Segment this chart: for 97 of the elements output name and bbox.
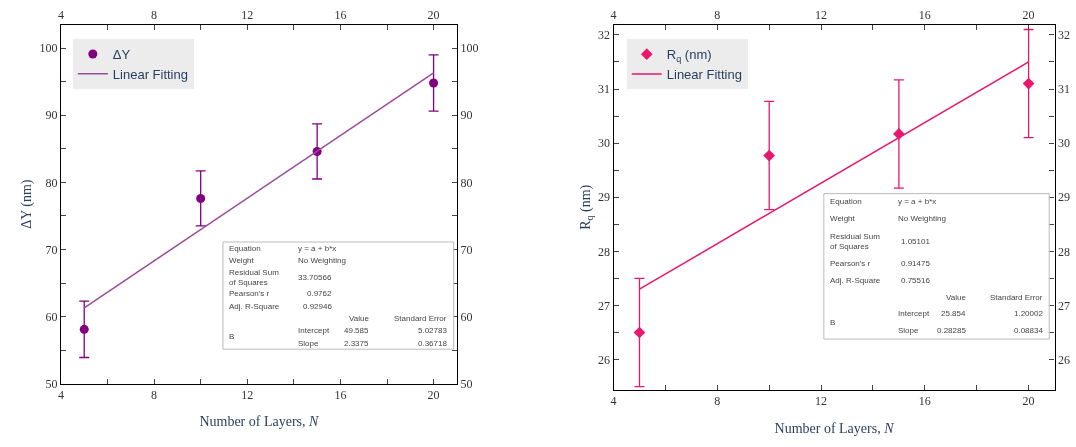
- y2-tick-label: 90: [460, 108, 473, 123]
- y-axis-title: ΔY (nm): [19, 179, 36, 229]
- y-tick-label: 100: [39, 41, 58, 56]
- x2-tick-label: 20: [427, 388, 440, 403]
- annotation: 5.02783: [418, 326, 448, 335]
- annotation: Equation: [229, 244, 261, 253]
- annotation: Intercept: [898, 309, 930, 318]
- x-tick-label: 4: [610, 7, 617, 22]
- y2-tick-label: 27: [1058, 298, 1071, 313]
- y2-tick-label: 29: [1058, 190, 1071, 205]
- annotation: Slope: [298, 339, 320, 348]
- annotation: Adj. R-Square: [830, 276, 881, 285]
- annotation: No Weighting: [898, 214, 946, 223]
- y-tick-label: 90: [45, 108, 58, 123]
- point: [79, 324, 89, 334]
- point: [429, 78, 439, 88]
- annotation: Residual Sum of Squares: [229, 268, 280, 288]
- x-tick-label: 16: [334, 7, 347, 22]
- x2-tick-label: 12: [815, 394, 828, 409]
- y-tick-label: 27: [598, 298, 611, 313]
- y2-tick-label: 60: [460, 309, 473, 324]
- annotation: 0.08834: [1014, 326, 1044, 335]
- annotation: Standard Error: [990, 293, 1043, 302]
- y-tick-label: 28: [598, 244, 611, 259]
- annotation: Weight: [830, 214, 856, 223]
- x2-tick-label: 16: [334, 388, 347, 403]
- y-tick-label: 31: [598, 82, 611, 97]
- y-tick-label: 50: [45, 376, 58, 391]
- annotation: Pearson's r: [830, 259, 871, 268]
- point: [1022, 77, 1035, 90]
- x-tick-label: 20: [1022, 7, 1035, 22]
- annotation: Weight: [229, 256, 255, 265]
- annotation: Value: [349, 314, 370, 323]
- x-tick-label: 16: [918, 7, 931, 22]
- point: [633, 326, 646, 339]
- legend-label: Linear Fitting: [666, 67, 742, 83]
- annotation: 1.20002: [1014, 309, 1044, 318]
- y-tick-label: 26: [598, 352, 611, 367]
- annotation: 0.91475: [901, 259, 931, 268]
- annotation: Residual Sum of Squares: [830, 232, 881, 252]
- legend-label: ΔY: [112, 47, 131, 63]
- annotation: 1.05101: [901, 237, 931, 246]
- x2-tick-label: 20: [1022, 394, 1035, 409]
- y2-tick-label: 32: [1058, 28, 1071, 43]
- y-tick-label: 32: [598, 28, 611, 43]
- annotation: B: [229, 332, 235, 341]
- y2-tick-label: 31: [1058, 82, 1071, 97]
- y2-tick-label: 100: [460, 41, 479, 56]
- annotation: 33.70566: [298, 273, 332, 282]
- annotation: Slope: [898, 326, 920, 335]
- y2-tick-label: 30: [1058, 136, 1071, 151]
- y2-tick-label: 50: [460, 376, 473, 391]
- legend-label: R$_{q}$ (nm): [666, 47, 712, 64]
- x2-tick-label: 4: [610, 394, 617, 409]
- annotation: 0.75516: [901, 276, 931, 285]
- x-tick-label: 8: [714, 7, 721, 22]
- x2-tick-label: 4: [57, 388, 64, 403]
- x2-tick-label: 8: [714, 394, 721, 409]
- annotation: B: [830, 318, 836, 327]
- annotation: 0.92946: [303, 302, 333, 311]
- x-tick-label: 20: [427, 7, 440, 22]
- annotation: 2.3375: [344, 339, 370, 348]
- x-axis-title: Number of Layers, N: [199, 414, 320, 430]
- y-tick-label: 70: [45, 242, 58, 257]
- legend-label: Linear Fitting: [112, 66, 188, 82]
- annotation: Value: [946, 293, 967, 302]
- y2-tick-label: 80: [460, 175, 473, 190]
- annotation: No Weighting: [298, 256, 346, 265]
- annotation: 0.36718: [418, 339, 448, 348]
- y2-tick-label: 26: [1058, 352, 1071, 367]
- point: [196, 193, 206, 203]
- annotation: 0.28285: [937, 326, 967, 335]
- y2-tick-label: 28: [1058, 244, 1071, 259]
- annotation: 0.9762: [307, 289, 333, 298]
- y-tick-label: 60: [45, 309, 58, 324]
- x2-tick-label: 16: [918, 394, 931, 409]
- y2-tick-label: 70: [460, 242, 473, 257]
- x2-tick-label: 12: [241, 388, 254, 403]
- y-tick-label: 29: [598, 190, 611, 205]
- x-tick-label: 4: [57, 7, 64, 22]
- x2-tick-label: 8: [151, 388, 158, 403]
- y-tick-label: 80: [45, 175, 58, 190]
- annotation: Equation: [830, 197, 862, 206]
- x-tick-label: 12: [241, 7, 254, 22]
- x-axis-title: Number of Layers, N: [774, 420, 895, 436]
- annotation: 25.854: [941, 309, 967, 318]
- annotation: y = a + b*x: [298, 244, 337, 253]
- y-tick-label: 30: [598, 136, 611, 151]
- annotation: 49.585: [344, 326, 370, 335]
- annotation: Intercept: [298, 326, 330, 335]
- annotation: y = a + b*x: [898, 197, 937, 206]
- annotation: Pearson's r: [229, 289, 270, 298]
- point: [763, 149, 776, 162]
- annotation: Standard Error: [394, 314, 447, 323]
- x-tick-label: 12: [815, 7, 828, 22]
- annotation: Adj. R-Square: [229, 302, 280, 311]
- x-tick-label: 8: [151, 7, 158, 22]
